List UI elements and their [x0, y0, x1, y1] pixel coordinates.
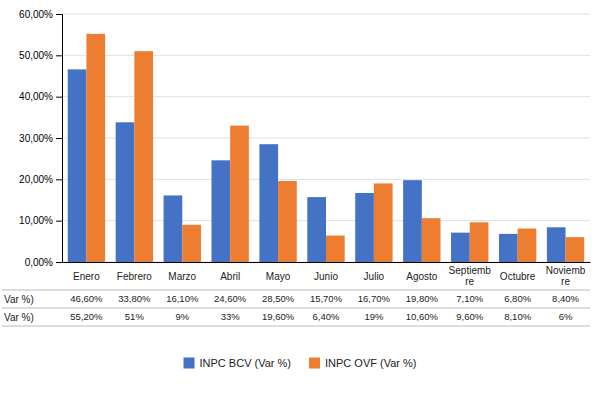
legend-item: INPC BCV (Var %)	[184, 357, 291, 369]
bar-series	[86, 34, 584, 262]
bar	[518, 229, 537, 262]
bar	[211, 160, 230, 262]
bar	[547, 227, 566, 262]
bar	[116, 122, 135, 262]
y-tick-mark	[56, 179, 62, 180]
table-value: 19,80%	[406, 293, 439, 304]
y-tick-mark	[56, 262, 62, 263]
legend-label: INPC OVF (Var %)	[325, 357, 416, 369]
table-value: 24,60%	[214, 293, 247, 304]
bar	[566, 237, 585, 262]
bar	[134, 51, 153, 262]
chart: 0,00% 10,00% 20,00% 30,00% 40,00% 50,00% 60,00…	[0, 0, 600, 400]
y-tick: 10,00%	[19, 215, 62, 226]
category-label: Octubre	[500, 271, 536, 282]
y-tick-mark	[56, 221, 62, 222]
bar	[86, 34, 105, 262]
y-tick-mark	[56, 97, 62, 98]
category-label: Febrero	[117, 271, 152, 282]
category-label: Septiembre	[449, 265, 492, 287]
y-tick-label: 20,00%	[19, 174, 53, 185]
table-value: 19,60%	[262, 311, 295, 322]
table-value: 9%	[175, 311, 189, 322]
bar	[230, 126, 249, 262]
bar	[355, 193, 374, 262]
table-value: 19%	[364, 311, 384, 322]
row-label: Var %)	[4, 312, 34, 323]
bar	[451, 233, 470, 262]
table-value: 15,70%	[310, 293, 343, 304]
table-value: 55,20%	[70, 311, 103, 322]
y-tick-mark	[56, 55, 62, 56]
y-tick: 20,00%	[19, 174, 62, 185]
category-label: Abril	[220, 271, 240, 282]
category-label: Enero	[73, 271, 100, 282]
table-line	[2, 326, 590, 327]
table-value: 51%	[125, 311, 145, 322]
category-label: Noviembre	[546, 265, 586, 287]
y-tick: 30,00%	[19, 133, 62, 144]
y-tick: 60,00%	[19, 9, 62, 20]
x-axis-line	[63, 262, 591, 263]
bar	[422, 218, 441, 262]
table-value: 46,60%	[70, 293, 103, 304]
grid-line	[62, 14, 590, 15]
bar	[182, 225, 201, 262]
y-tick-label: 40,00%	[19, 91, 53, 102]
grid	[62, 14, 590, 262]
bar	[499, 234, 518, 262]
table-value: 28,50%	[262, 293, 295, 304]
bar	[374, 183, 393, 262]
table-value: 8,40%	[552, 293, 579, 304]
table-value: 33%	[221, 311, 241, 322]
legend-swatch	[309, 358, 320, 369]
bar	[259, 144, 278, 262]
y-tick-label: 10,00%	[19, 215, 53, 226]
table-value: 6,40%	[313, 311, 340, 322]
bar	[470, 222, 489, 262]
table-value: 6%	[559, 311, 573, 322]
y-tick-label: 50,00%	[19, 50, 53, 61]
legend-swatch	[184, 358, 195, 369]
table-line	[2, 308, 590, 309]
table-value: 16,70%	[358, 293, 391, 304]
y-tick: 40,00%	[19, 91, 62, 102]
bar	[326, 236, 345, 262]
category-label: Junio	[314, 271, 338, 282]
bar	[403, 180, 422, 262]
bar	[278, 181, 297, 262]
table-value: 10,60%	[406, 311, 439, 322]
y-axis: 0,00% 10,00% 20,00% 30,00% 40,00% 50,00% 60,00…	[19, 9, 62, 268]
bar	[307, 197, 326, 262]
y-tick-label: 30,00%	[19, 133, 53, 144]
table-value: 33,80%	[118, 293, 151, 304]
table-value: 16,10%	[166, 293, 199, 304]
row-label: Var %)	[4, 294, 34, 305]
bar	[164, 195, 183, 262]
table-value: 7,10%	[456, 293, 483, 304]
legend-item: INPC OVF (Var %)	[309, 357, 416, 369]
category-label: Mayo	[266, 271, 291, 282]
y-tick: 50,00%	[19, 50, 62, 61]
bar	[68, 69, 87, 262]
category-label: Marzo	[168, 271, 196, 282]
table-line	[2, 290, 590, 291]
table-value: 8,10%	[504, 311, 531, 322]
table-value: 9,60%	[456, 311, 483, 322]
y-tick-mark	[56, 138, 62, 139]
category-label: Agosto	[406, 271, 438, 282]
bars	[68, 34, 585, 262]
table-value: 6,80%	[504, 293, 531, 304]
y-tick-label: 60,00%	[19, 9, 53, 20]
table: Enero Febrero Marzo Abril Mayo Junio Julio Agos…	[2, 265, 590, 326]
legend-label: INPC BCV (Var %)	[200, 357, 291, 369]
y-axis-line	[56, 15, 63, 263]
y-tick-label: 0,00%	[25, 257, 53, 268]
category-label: Julio	[364, 271, 385, 282]
legend: INPC BCV (Var %) INPC OVF (Var %)	[184, 357, 417, 369]
x-axis	[63, 262, 591, 263]
y-tick-mark	[56, 14, 62, 15]
y-tick: 0,00%	[25, 257, 62, 268]
